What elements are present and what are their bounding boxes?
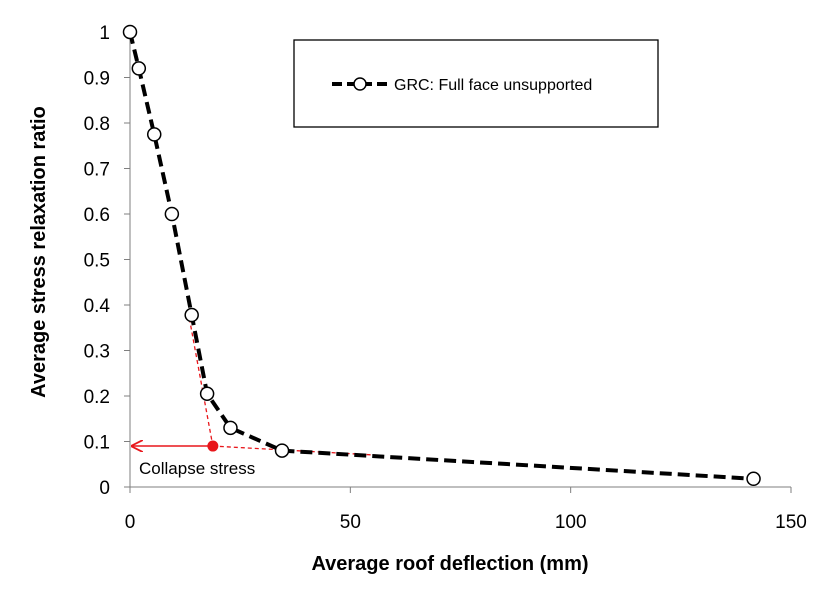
y-tick-label: 0.3 — [84, 342, 110, 363]
annotations — [132, 311, 377, 456]
x-tick-label: 50 — [340, 512, 361, 533]
data-point — [131, 61, 147, 76]
series — [122, 24, 761, 487]
data-point — [122, 24, 138, 40]
x-tick-label: 150 — [775, 512, 807, 533]
collapse-stress-label: Collapse stress — [139, 459, 255, 478]
y-tick-label: 0.8 — [84, 114, 110, 135]
data-point — [223, 420, 238, 436]
y-tick-label: 0.1 — [84, 433, 110, 454]
y-tick-label: 0.6 — [84, 205, 110, 226]
legend-label: GRC: Full face unsupported — [394, 77, 592, 94]
x-axis-title: Average roof deflection (mm) — [311, 553, 588, 575]
collapse-point — [207, 440, 219, 452]
y-tick-label: 1 — [99, 23, 110, 44]
data-point — [199, 386, 215, 401]
y-ticks: 0 0.1 0.2 0.3 0.4 0.5 0.6 0.7 0.8 0.9 1 — [84, 23, 130, 499]
x-ticks: 0 50 100 150 — [125, 487, 807, 533]
data-point — [146, 127, 162, 142]
y-tick-label: 0.2 — [84, 387, 110, 408]
y-tick-label: 0.9 — [84, 69, 110, 90]
tangent-line-steep — [187, 311, 214, 447]
y-tick-label: 0 — [99, 478, 110, 499]
legend: GRC: Full face unsupported — [293, 39, 659, 128]
x-tick-label: 0 — [125, 512, 136, 533]
legend-marker — [353, 77, 367, 91]
x-tick-label: 100 — [555, 512, 587, 533]
data-point — [274, 443, 290, 458]
data-point — [746, 471, 761, 487]
data-point — [184, 307, 199, 323]
y-tick-label: 0.7 — [84, 160, 110, 181]
y-tick-label: 0.4 — [84, 296, 111, 317]
y-axis-title: Average stress relaxation ratio — [28, 106, 50, 398]
tangent-line-flat — [212, 445, 377, 456]
data-point — [164, 206, 180, 222]
y-tick-label: 0.5 — [84, 251, 110, 272]
